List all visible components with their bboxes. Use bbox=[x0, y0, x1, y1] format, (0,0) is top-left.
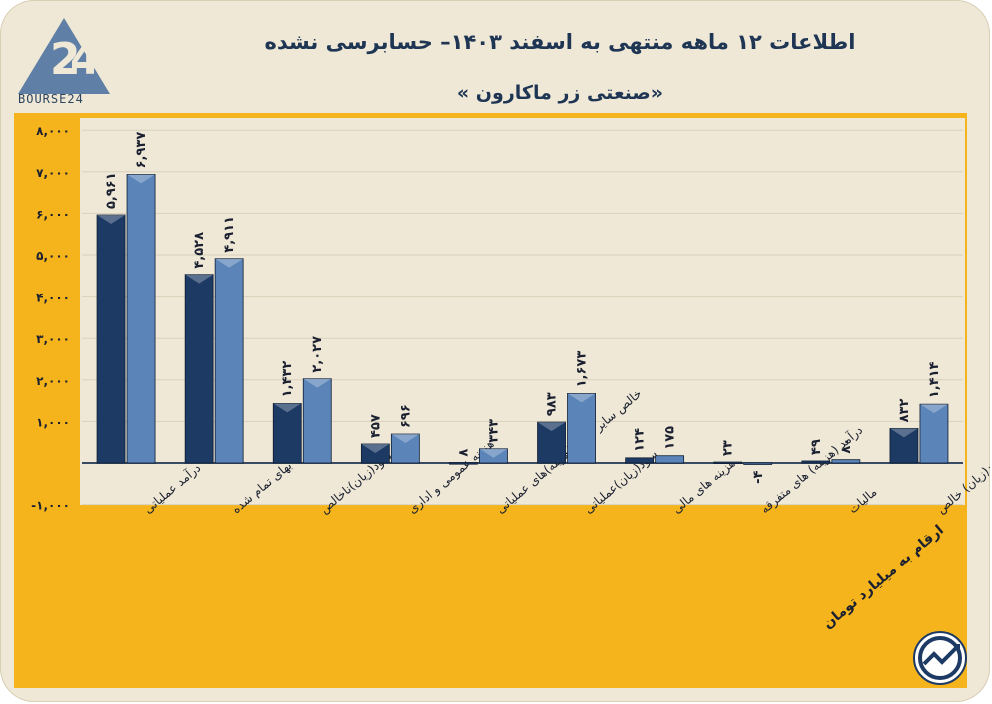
logo: 2 4 bbox=[14, 16, 114, 108]
bar-cap bbox=[361, 443, 390, 453]
y-tick-label: ۷,۰۰۰ bbox=[36, 166, 70, 180]
value-label: ۴,۵۲۸ bbox=[192, 232, 207, 269]
bar bbox=[831, 459, 861, 464]
bar-cap bbox=[303, 378, 332, 388]
value-label: ۱,۴۱۴ bbox=[927, 361, 942, 398]
chart-title: اطلاعات ۱۲ ماهه منتهی به اسفند ۱۴۰۳– حسا… bbox=[264, 30, 856, 54]
value-label: ۴۵۷ bbox=[368, 414, 383, 438]
bar bbox=[743, 462, 773, 465]
bar bbox=[713, 461, 743, 464]
value-label: ۴,۹۱۱ bbox=[222, 216, 237, 253]
bar bbox=[801, 460, 831, 464]
bar bbox=[479, 448, 508, 464]
value-label: ۱,۴۳۲ bbox=[280, 361, 295, 398]
bar-cap bbox=[889, 428, 918, 438]
bar bbox=[390, 433, 420, 464]
value-label: ۵,۹۶۱ bbox=[104, 172, 119, 209]
y-tick-label: ۱,۰۰۰ bbox=[36, 415, 70, 429]
bar-cap bbox=[273, 403, 302, 413]
y-tick-label: ۴,۰۰۰ bbox=[36, 291, 70, 305]
bar bbox=[625, 457, 655, 464]
y-tick-label: ۲,۰۰۰ bbox=[36, 374, 70, 388]
value-label: ۴۹ bbox=[809, 439, 824, 455]
bar-cap bbox=[185, 274, 214, 284]
y-tick-label: ۶,۰۰۰ bbox=[36, 207, 70, 221]
category-label: درآمد عملیاتی bbox=[140, 460, 204, 517]
chart-subtitle: «صنعتی زر ماکارون » bbox=[456, 82, 664, 104]
value-label: ۲,۰۲۷ bbox=[310, 336, 325, 373]
value-label: -۴ bbox=[751, 470, 766, 483]
bar bbox=[302, 378, 332, 464]
bar-cap bbox=[537, 422, 566, 432]
bar bbox=[537, 421, 566, 464]
bar bbox=[449, 462, 478, 465]
svg-text:2: 2 bbox=[50, 34, 81, 85]
bar bbox=[919, 403, 949, 464]
y-tick-label: ۸,۰۰۰ bbox=[36, 124, 70, 138]
bar bbox=[360, 443, 390, 464]
value-label: ۹۸۳ bbox=[545, 392, 560, 416]
bar-cap bbox=[919, 404, 948, 414]
y-tick-label: -۱,۰۰۰ bbox=[31, 499, 70, 513]
bar bbox=[272, 403, 302, 464]
y-tick-label: ۳,۰۰۰ bbox=[36, 332, 70, 346]
bar bbox=[889, 427, 919, 464]
bar-cap bbox=[567, 393, 596, 403]
value-label: ۳۴۳ bbox=[486, 419, 501, 443]
category-label: مالیات bbox=[846, 485, 880, 517]
bar bbox=[184, 274, 214, 464]
bar bbox=[655, 455, 685, 464]
bar-cap bbox=[97, 215, 126, 225]
value-label: ۶۹۶ bbox=[398, 404, 413, 428]
value-label: ۸ bbox=[456, 449, 471, 457]
bar bbox=[126, 174, 156, 464]
bar bbox=[214, 258, 244, 464]
bar bbox=[567, 393, 596, 464]
svg-text:4: 4 bbox=[70, 34, 101, 85]
bar-cap bbox=[127, 174, 156, 184]
category-label: بهای تمام شده bbox=[229, 458, 294, 516]
value-label: ۶,۹۳۷ bbox=[134, 132, 149, 169]
value-label: ۱۲۴ bbox=[633, 428, 648, 452]
value-label: ۱۷۵ bbox=[663, 426, 678, 450]
value-label: ۲۳ bbox=[721, 440, 736, 456]
bar-cap bbox=[479, 448, 508, 458]
value-label: ۸۳۲ bbox=[897, 399, 912, 423]
value-label: ۸۰ bbox=[839, 438, 854, 454]
value-label: ۱,۶۷۳ bbox=[575, 351, 590, 388]
logo-text: BOURSE24 bbox=[18, 92, 84, 106]
trend-badge-icon bbox=[912, 630, 968, 686]
category-label: هزینه های مالی bbox=[670, 456, 739, 517]
bar bbox=[96, 214, 126, 464]
y-tick-label: ۵,۰۰۰ bbox=[36, 249, 70, 263]
bar-cap bbox=[391, 434, 420, 444]
bar-cap bbox=[215, 258, 244, 268]
